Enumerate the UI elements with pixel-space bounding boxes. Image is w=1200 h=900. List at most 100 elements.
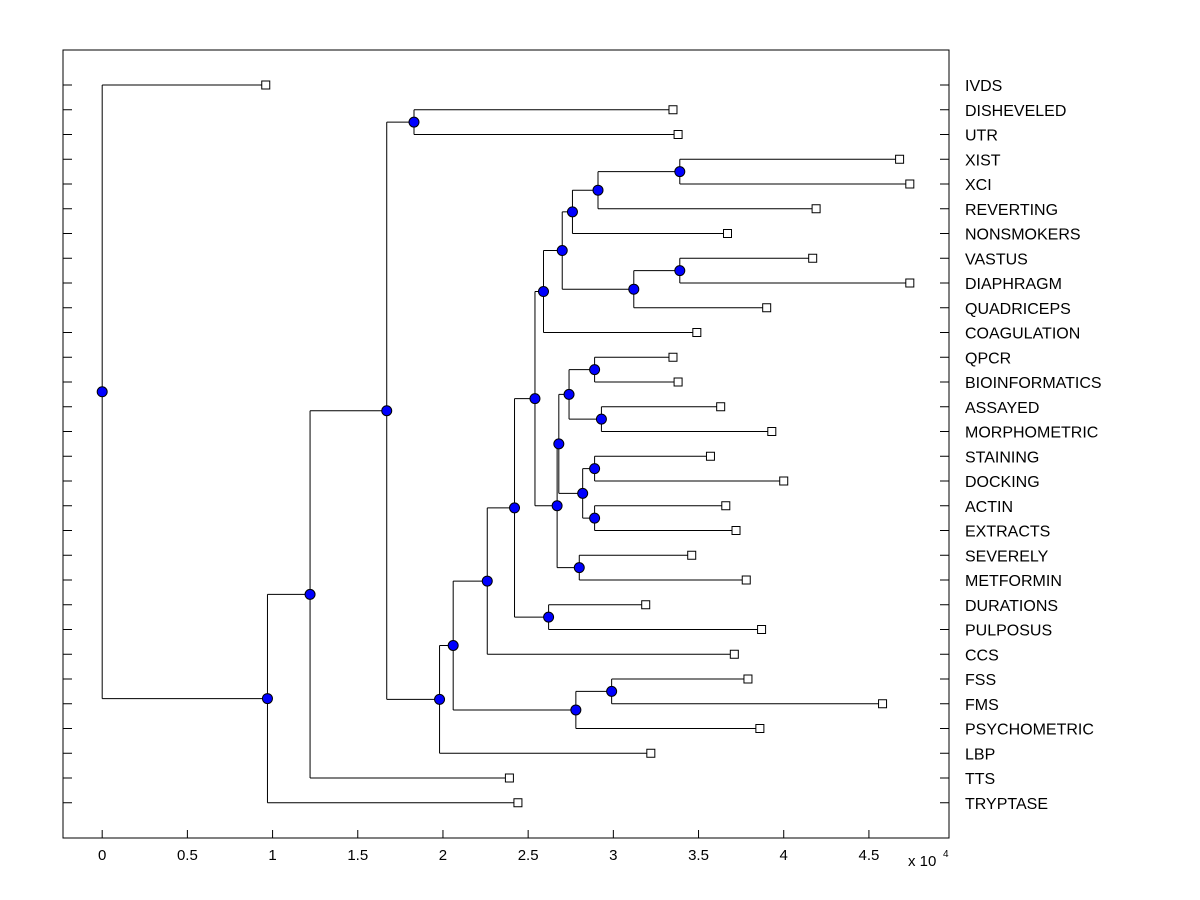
node-marker (674, 265, 686, 277)
leaf-marker (741, 575, 751, 585)
node-marker (408, 116, 420, 128)
leaf-marker (755, 724, 765, 733)
node-marker (529, 393, 541, 405)
node-marker (556, 245, 568, 257)
leaf-label: FMS (965, 697, 999, 714)
leaf-label: DIAPHRAGM (965, 276, 1062, 293)
leaf-marker (687, 550, 697, 560)
leaf-label: XIST (965, 152, 1001, 169)
node-marker (589, 364, 601, 376)
leaf-marker (668, 105, 678, 115)
x-tick-label: 4.5 (858, 847, 879, 864)
leaf-marker (757, 625, 767, 634)
leaf-marker (513, 798, 523, 808)
x-tick-label: 0.5 (177, 847, 198, 864)
node-marker (96, 386, 108, 398)
leaf-label: PULPOSUS (965, 623, 1052, 640)
leaf-marker (743, 674, 753, 684)
leaf-label: ACTIN (965, 499, 1013, 516)
leaf-label: SEVERELY (965, 548, 1049, 565)
leaf-marker (641, 600, 651, 610)
x-tick-label: 1 (268, 847, 276, 864)
leaf-marker (811, 204, 821, 214)
leaf-marker (762, 303, 772, 313)
node-marker (304, 588, 316, 600)
leaf-marker (878, 699, 888, 709)
leaf-label: QPCR (965, 350, 1011, 367)
node-marker (577, 487, 589, 499)
leaf-marker (504, 773, 514, 783)
node-marker (509, 502, 521, 514)
leaf-marker (729, 649, 739, 659)
leaf-labels: IVDS DISHEVELED UTR XIST XCI REVERTING NONSMOK… (965, 78, 1102, 813)
node-marker (566, 206, 578, 218)
node-marker (628, 283, 640, 295)
x-tick-label: 2 (439, 847, 447, 864)
leaf-marker (808, 253, 818, 263)
leaf-label: BIOINFORMATICS (965, 375, 1102, 392)
x-tick-labels: 0 0.5 1 1.5 2 2.5 3 3.5 4 4.5 (98, 847, 879, 864)
leaf-marker (705, 451, 715, 461)
leaf-marker (721, 501, 731, 511)
leaf-marker (723, 229, 732, 238)
leaf-label: TTS (965, 771, 995, 788)
leaf-markers (261, 80, 915, 808)
leaf-label: REVERTING (965, 202, 1058, 219)
leaf-label: COAGULATION (965, 326, 1080, 343)
node-marker (537, 286, 549, 298)
leaf-label: DISHEVELED (965, 103, 1066, 120)
x-tick-label: 3.5 (688, 847, 709, 864)
leaf-label: METFORMIN (965, 573, 1062, 590)
x-axis-multiplier: x 10 (908, 853, 936, 870)
leaf-label: ASSAYED (965, 400, 1039, 417)
node-marker (261, 693, 273, 705)
leaf-marker (779, 476, 789, 486)
node-marker (563, 388, 575, 400)
x-tick-label: 2.5 (518, 847, 539, 864)
leaf-label: STAINING (965, 449, 1039, 466)
leaf-marker (905, 179, 915, 189)
leaf-label: FSS (965, 672, 996, 689)
leaf-label: EXTRACTS (965, 524, 1050, 541)
leaf-label: VASTUS (965, 251, 1028, 268)
node-markers (96, 116, 686, 716)
leaf-label: QUADRICEPS (965, 301, 1071, 318)
leaf-label: TRYPTASE (965, 796, 1048, 813)
node-marker (589, 512, 601, 524)
leaf-marker (673, 130, 683, 139)
plot-area-frame (62, 49, 950, 839)
leaf-marker (731, 526, 741, 535)
node-marker (674, 166, 686, 178)
leaf-label: LBP (965, 746, 995, 763)
x-tick-label: 3 (609, 847, 617, 864)
leaf-label: DOCKING (965, 474, 1040, 491)
x-tick-label: 0 (98, 847, 106, 864)
leaf-marker (646, 748, 656, 758)
node-marker (606, 685, 618, 697)
node-marker (592, 184, 604, 196)
x-tick-label: 4 (780, 847, 788, 864)
node-marker (595, 413, 607, 425)
leaf-marker (767, 427, 777, 436)
leaf-label: PSYCHOMETRIC (965, 722, 1094, 739)
leaf-marker (716, 402, 726, 412)
node-marker (589, 463, 601, 475)
node-marker (551, 500, 563, 512)
node-marker (447, 640, 459, 652)
leaf-label: XCI (965, 177, 992, 194)
node-marker (434, 693, 446, 705)
leaf-label: CCS (965, 647, 999, 664)
x-axis-exponent: 4 (943, 849, 949, 860)
x-tick-label: 1.5 (347, 847, 368, 864)
node-marker (553, 438, 565, 450)
node-marker (543, 611, 555, 623)
leaf-label: UTR (965, 128, 998, 145)
node-marker (481, 575, 493, 587)
node-marker (573, 562, 585, 574)
leaf-marker (673, 377, 683, 387)
leaf-marker (668, 352, 678, 362)
node-marker (570, 704, 582, 716)
leaf-marker (692, 328, 702, 337)
leaf-marker (895, 154, 905, 164)
